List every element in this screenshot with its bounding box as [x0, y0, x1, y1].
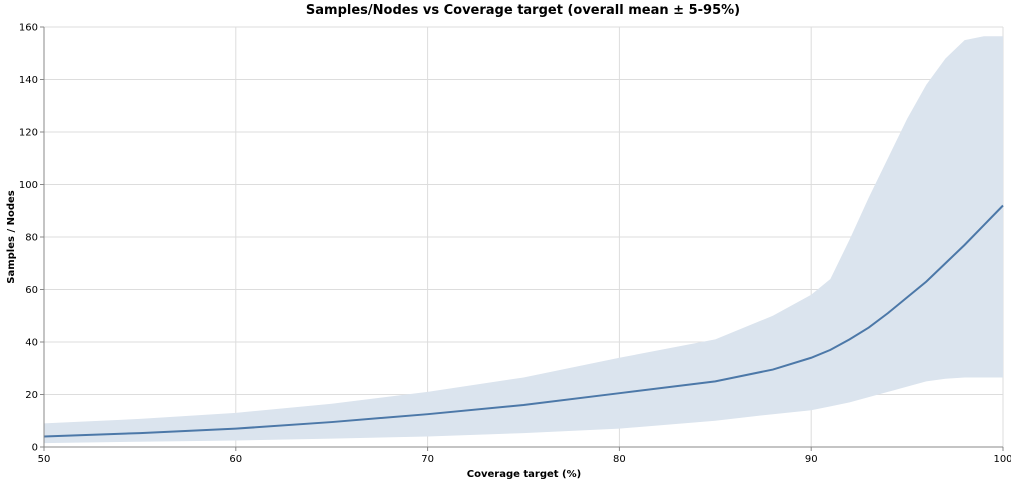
x-axis-label: Coverage target (%)	[467, 469, 581, 480]
x-tick-label: 80	[613, 454, 626, 465]
y-tick-label: 160	[19, 23, 38, 34]
y-tick-label: 120	[19, 128, 38, 139]
x-tick-label: 70	[421, 454, 434, 465]
band	[44, 36, 1003, 444]
x-tick-label: 90	[805, 454, 818, 465]
chart-title: Samples/Nodes vs Coverage target (overal…	[306, 3, 740, 18]
x-tick-label: 60	[229, 454, 242, 465]
line	[43, 204, 1004, 438]
x-tick-label: 100	[993, 454, 1011, 465]
y-tick-label: 60	[25, 285, 38, 296]
y-tick-label: 40	[25, 338, 38, 349]
x-tick-label: 50	[38, 454, 51, 465]
y-tick-label: 140	[19, 75, 38, 86]
y-tick-label: 20	[25, 390, 38, 401]
y-tick-label: 100	[19, 180, 38, 191]
y-tick-label: 80	[25, 233, 38, 244]
y-tick-label: 0	[32, 443, 38, 454]
y-axis-label: Samples / Nodes	[6, 190, 17, 283]
